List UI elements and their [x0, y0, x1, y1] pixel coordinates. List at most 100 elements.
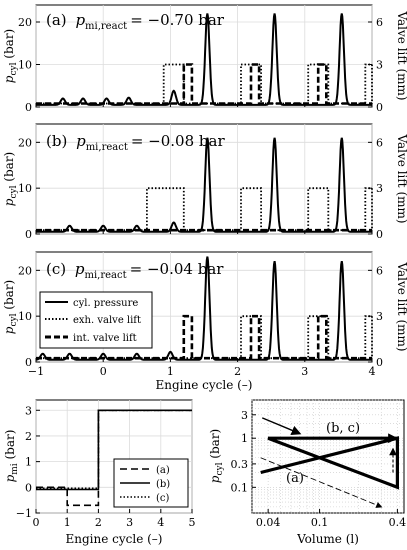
series-int-valve-lift	[36, 63, 372, 105]
y-tick-label: 0	[25, 481, 32, 494]
legend-a-label: (a)	[156, 465, 170, 476]
panel-e-annotation-bc: (b, c)	[326, 421, 360, 436]
panel-c-legend: cyl. pressure exh. valve lift int. valve…	[39, 291, 153, 349]
panel-d-marks	[36, 409, 192, 507]
panel-c-marks	[35, 256, 373, 361]
y-tick-label-left: 10	[18, 310, 32, 323]
x-tick-label: −1	[28, 365, 44, 378]
panel-b-y-ticks-right: 0 3 6	[368, 136, 383, 241]
y-tick-label: −1	[16, 507, 32, 520]
panel-e-annotation-a: (a)	[286, 471, 304, 486]
y-tick-label: 2	[25, 430, 32, 443]
x-tick-label: 3	[301, 365, 308, 378]
panel-e-x-ticks: 0.04 0.1 0.4	[256, 509, 406, 529]
series-cyl-pressure	[36, 13, 372, 106]
panel-c-ylabel-right: Valve lift (mm)	[395, 261, 407, 351]
y-tick-label-right: 3	[376, 59, 383, 72]
y-tick-label: 3	[241, 409, 248, 422]
y-tick-label-right: 0	[376, 101, 383, 114]
series-bc	[260, 436, 399, 490]
legend-pressure-label: cyl. pressure	[73, 298, 138, 309]
panel-c-x-ticks: −1 0 1 2 3 4	[28, 358, 376, 378]
legend-exh-label: exh. valve lift	[73, 315, 141, 326]
y-tick-label-left: 10	[18, 59, 32, 72]
y-tick-label: 0.1	[231, 481, 249, 494]
series-cyl-pressure	[36, 137, 372, 233]
panel-b-marks	[36, 137, 373, 233]
panel-b-y-ticks-left: 0 10 20	[18, 136, 40, 241]
y-tick-label-right: 0	[376, 228, 383, 241]
panel-a-annotation: (a) pmi,react = −0.70 bar	[46, 11, 225, 32]
panel-a-y-ticks-left: 0 10 20	[18, 16, 40, 114]
x-tick-label: 1	[64, 516, 71, 529]
panel-d-ylabel: pmi (bar)	[3, 430, 20, 483]
y-tick-label-right: 3	[376, 182, 383, 195]
series-cyl-pressure	[35, 256, 372, 361]
panel-c-xlabel: Engine cycle (–)	[156, 378, 253, 392]
panel-a-ylabel-right: Valve lift (mm)	[395, 10, 407, 100]
panel-e: 0.04 0.1 0.4 0.1 0.3 1 3 pcyl (bar) Volume (l…	[208, 399, 406, 546]
x-tick-label: 1	[167, 365, 174, 378]
x-tick-label: 0.1	[311, 516, 329, 529]
panel-c-annotation: (c) pmi,react = −0.04 bar	[46, 260, 224, 281]
panel-e-y-ticks: 0.1 0.3 1 3	[231, 409, 256, 494]
x-tick-label: 2	[95, 516, 102, 529]
panel-b-annotation: (b) pmi,react = −0.08 bar	[46, 132, 225, 153]
series-b	[36, 409, 192, 491]
x-tick-label: 5	[189, 516, 196, 529]
y-tick-label-right: 0	[376, 356, 383, 369]
panel-c-y-ticks-left: 0 10 20	[18, 264, 40, 369]
panel-e-xlabel: Volume (l)	[296, 532, 359, 546]
y-tick-label: 1	[25, 456, 32, 469]
panel-c-y-ticks-right: 0 3 6	[368, 264, 383, 369]
panel-d-xlabel: Engine cycle (–)	[66, 532, 163, 546]
panel-e-marks	[260, 417, 399, 508]
x-tick-label: 4	[369, 365, 376, 378]
x-tick-label: 0	[100, 365, 107, 378]
panel-b-ylabel-right: Valve lift (mm)	[395, 133, 407, 223]
panel-a-marks	[36, 13, 373, 106]
panel-a: 0 10 20 0 3 6 (a) pmi,react = −0.70 bar pcyl …	[2, 4, 407, 114]
y-tick-label-right: 3	[376, 310, 383, 323]
series-int-valve-lift	[36, 314, 372, 360]
panel-b-ylabel-left: pcyl (bar)	[2, 152, 19, 206]
y-tick-label: 1	[241, 432, 248, 445]
y-tick-label-left: 0	[25, 228, 32, 241]
legend-c-label: (c)	[156, 493, 170, 504]
panel-d-y-ticks: −1 0 1 2 3	[16, 404, 40, 520]
panel-a-x-ticks	[35, 103, 373, 107]
x-tick-label: 3	[126, 516, 133, 529]
panel-d-x-ticks: 0 1 2 3 4 5	[33, 509, 196, 529]
series-a	[260, 457, 383, 508]
x-tick-label: 0.04	[256, 516, 281, 529]
y-tick-label: 0.3	[231, 458, 249, 471]
x-tick-label: 0	[33, 516, 40, 529]
x-tick-label: 0.4	[389, 516, 407, 529]
legend-b-label: (b)	[156, 479, 170, 490]
x-tick-label: 2	[234, 365, 241, 378]
panel-a-y-ticks-right: 0 3 6	[368, 16, 383, 114]
y-tick-label-right: 6	[376, 136, 383, 149]
y-tick-label: 3	[25, 404, 32, 417]
y-tick-label-left: 20	[18, 264, 32, 277]
y-tick-label-left: 0	[25, 356, 32, 369]
y-tick-label-left: 10	[18, 182, 32, 195]
y-tick-label-left: 20	[18, 16, 32, 29]
legend-int-label: int. valve lift	[73, 333, 137, 344]
x-tick-label: 4	[157, 516, 164, 529]
y-tick-label-right: 6	[376, 264, 383, 277]
y-tick-label-left: 20	[18, 136, 32, 149]
panel-c-ylabel-left: pcyl (bar)	[2, 280, 19, 334]
panel-b: 0 10 20 0 3 6 (b) pmi,react = −0.08 bar pcyl …	[2, 123, 407, 241]
y-tick-label-left: 0	[25, 101, 32, 114]
series-exh-valve-lift	[36, 315, 373, 360]
panel-e-ylabel: pcyl (bar)	[208, 429, 225, 483]
direction-arrow-compression	[261, 417, 302, 435]
y-tick-label-right: 6	[376, 16, 383, 29]
panel-a-ylabel-left: pcyl (bar)	[2, 29, 19, 83]
panel-b-x-ticks	[35, 230, 373, 234]
panel-d-legend: (a) (b) (c)	[113, 458, 189, 508]
